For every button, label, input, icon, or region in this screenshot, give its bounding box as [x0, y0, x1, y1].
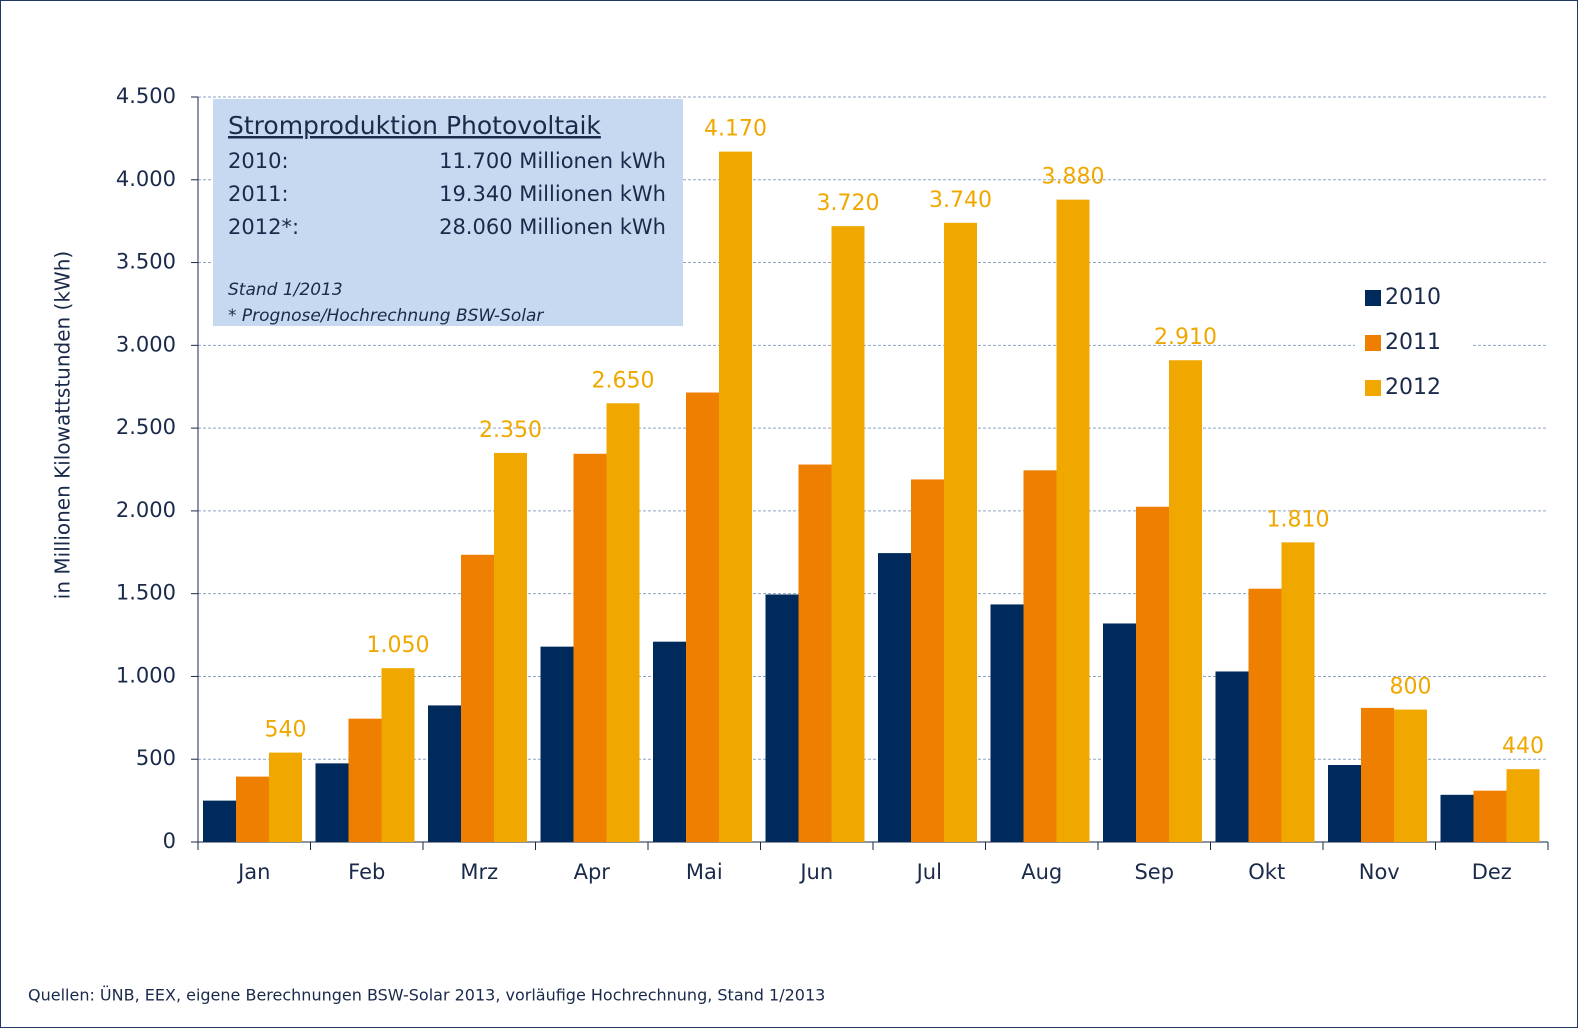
x-tick-label: Dez — [1472, 860, 1512, 884]
y-tick-label: 2.500 — [116, 415, 176, 439]
x-tick-label: Jul — [915, 860, 942, 884]
bar — [1023, 470, 1057, 842]
value-label: 3.880 — [1042, 165, 1105, 190]
bar — [203, 800, 236, 842]
y-tick-label: 2.000 — [116, 498, 176, 522]
bar — [798, 464, 832, 842]
bar — [765, 594, 799, 842]
bar — [1248, 588, 1282, 842]
y-tick-label: 3.500 — [116, 250, 176, 274]
bar — [1394, 709, 1427, 842]
bar — [944, 222, 977, 843]
bar — [719, 151, 752, 843]
bar — [1103, 623, 1136, 842]
bar — [573, 453, 607, 842]
x-tick-label: Feb — [348, 860, 385, 884]
bar — [1473, 790, 1507, 842]
value-label: 3.720 — [817, 191, 880, 216]
legend-label: 2012 — [1385, 375, 1441, 400]
value-label: 2.350 — [479, 418, 542, 443]
y-axis-label: in Millionen Kilowattstunden (kWh) — [51, 251, 75, 599]
y-tick-label: 1.000 — [116, 663, 176, 687]
x-tick-label: Okt — [1248, 860, 1285, 884]
y-tick-label: 0 — [163, 829, 176, 853]
bar — [236, 776, 269, 842]
y-tick-label: 4.500 — [116, 84, 176, 108]
bar — [1136, 506, 1169, 842]
info-amount: 28.060 Millionen kWh — [439, 215, 666, 239]
legend-label: 2010 — [1385, 285, 1441, 310]
value-label: 440 — [1502, 734, 1544, 759]
bar — [348, 718, 382, 842]
bar — [990, 604, 1024, 842]
x-tick-label: Sep — [1134, 860, 1174, 884]
bar — [606, 403, 640, 842]
bar — [461, 554, 494, 842]
value-label: 2.910 — [1154, 325, 1217, 350]
x-tick-label: Aug — [1021, 860, 1062, 884]
legend-swatch — [1365, 380, 1381, 396]
x-tick-label: Jun — [798, 860, 833, 884]
bar — [269, 752, 302, 842]
bar — [494, 452, 527, 842]
value-label: 1.810 — [1267, 507, 1330, 532]
bar — [315, 763, 349, 842]
bar — [911, 479, 944, 842]
bar — [1440, 794, 1474, 842]
x-tick-label: Apr — [574, 860, 611, 884]
info-amount: 11.700 Millionen kWh — [439, 149, 666, 173]
value-label: 800 — [1390, 675, 1432, 700]
legend-swatch — [1365, 290, 1381, 306]
y-tick-label: 3.000 — [116, 332, 176, 356]
value-label: 4.170 — [704, 117, 767, 142]
bar — [653, 641, 686, 842]
x-tick-label: Mrz — [460, 860, 498, 884]
info-box — [213, 99, 683, 326]
bar — [540, 646, 574, 842]
bar — [1328, 765, 1361, 842]
bar — [1169, 360, 1202, 842]
x-tick-label: Jan — [236, 860, 270, 884]
y-tick-label: 4.000 — [116, 167, 176, 191]
bar — [1506, 769, 1540, 842]
x-tick-label: Nov — [1359, 860, 1400, 884]
info-note: * Prognose/Hochrechnung BSW-Solar — [228, 306, 544, 326]
bar — [1215, 671, 1249, 842]
info-label: 2012*: — [228, 215, 299, 239]
value-label: 540 — [265, 718, 307, 743]
y-tick-label: 500 — [136, 746, 176, 770]
y-tick-label: 1.500 — [116, 581, 176, 605]
source: Quellen: ÜNB, EEX, eigene Berechnungen B… — [28, 986, 825, 1005]
legend-label: 2011 — [1385, 330, 1441, 355]
value-label: 2.650 — [592, 368, 655, 393]
bar — [686, 392, 719, 842]
bar — [428, 705, 461, 842]
x-tick-label: Mai — [686, 860, 723, 884]
bar — [831, 226, 865, 843]
info-title: Stromproduktion Photovoltaik — [228, 111, 601, 140]
info-label: 2010: — [228, 149, 289, 173]
legend-swatch — [1365, 335, 1381, 351]
bar — [1361, 707, 1394, 842]
info-note: Stand 1/2013 — [228, 280, 343, 300]
value-label: 3.740 — [929, 188, 992, 213]
bar — [381, 668, 415, 842]
info-amount: 19.340 Millionen kWh — [439, 182, 666, 206]
bar — [878, 553, 911, 842]
bar — [1281, 542, 1315, 842]
bar — [1056, 199, 1090, 843]
info-label: 2011: — [228, 182, 289, 206]
value-label: 1.050 — [367, 633, 430, 658]
